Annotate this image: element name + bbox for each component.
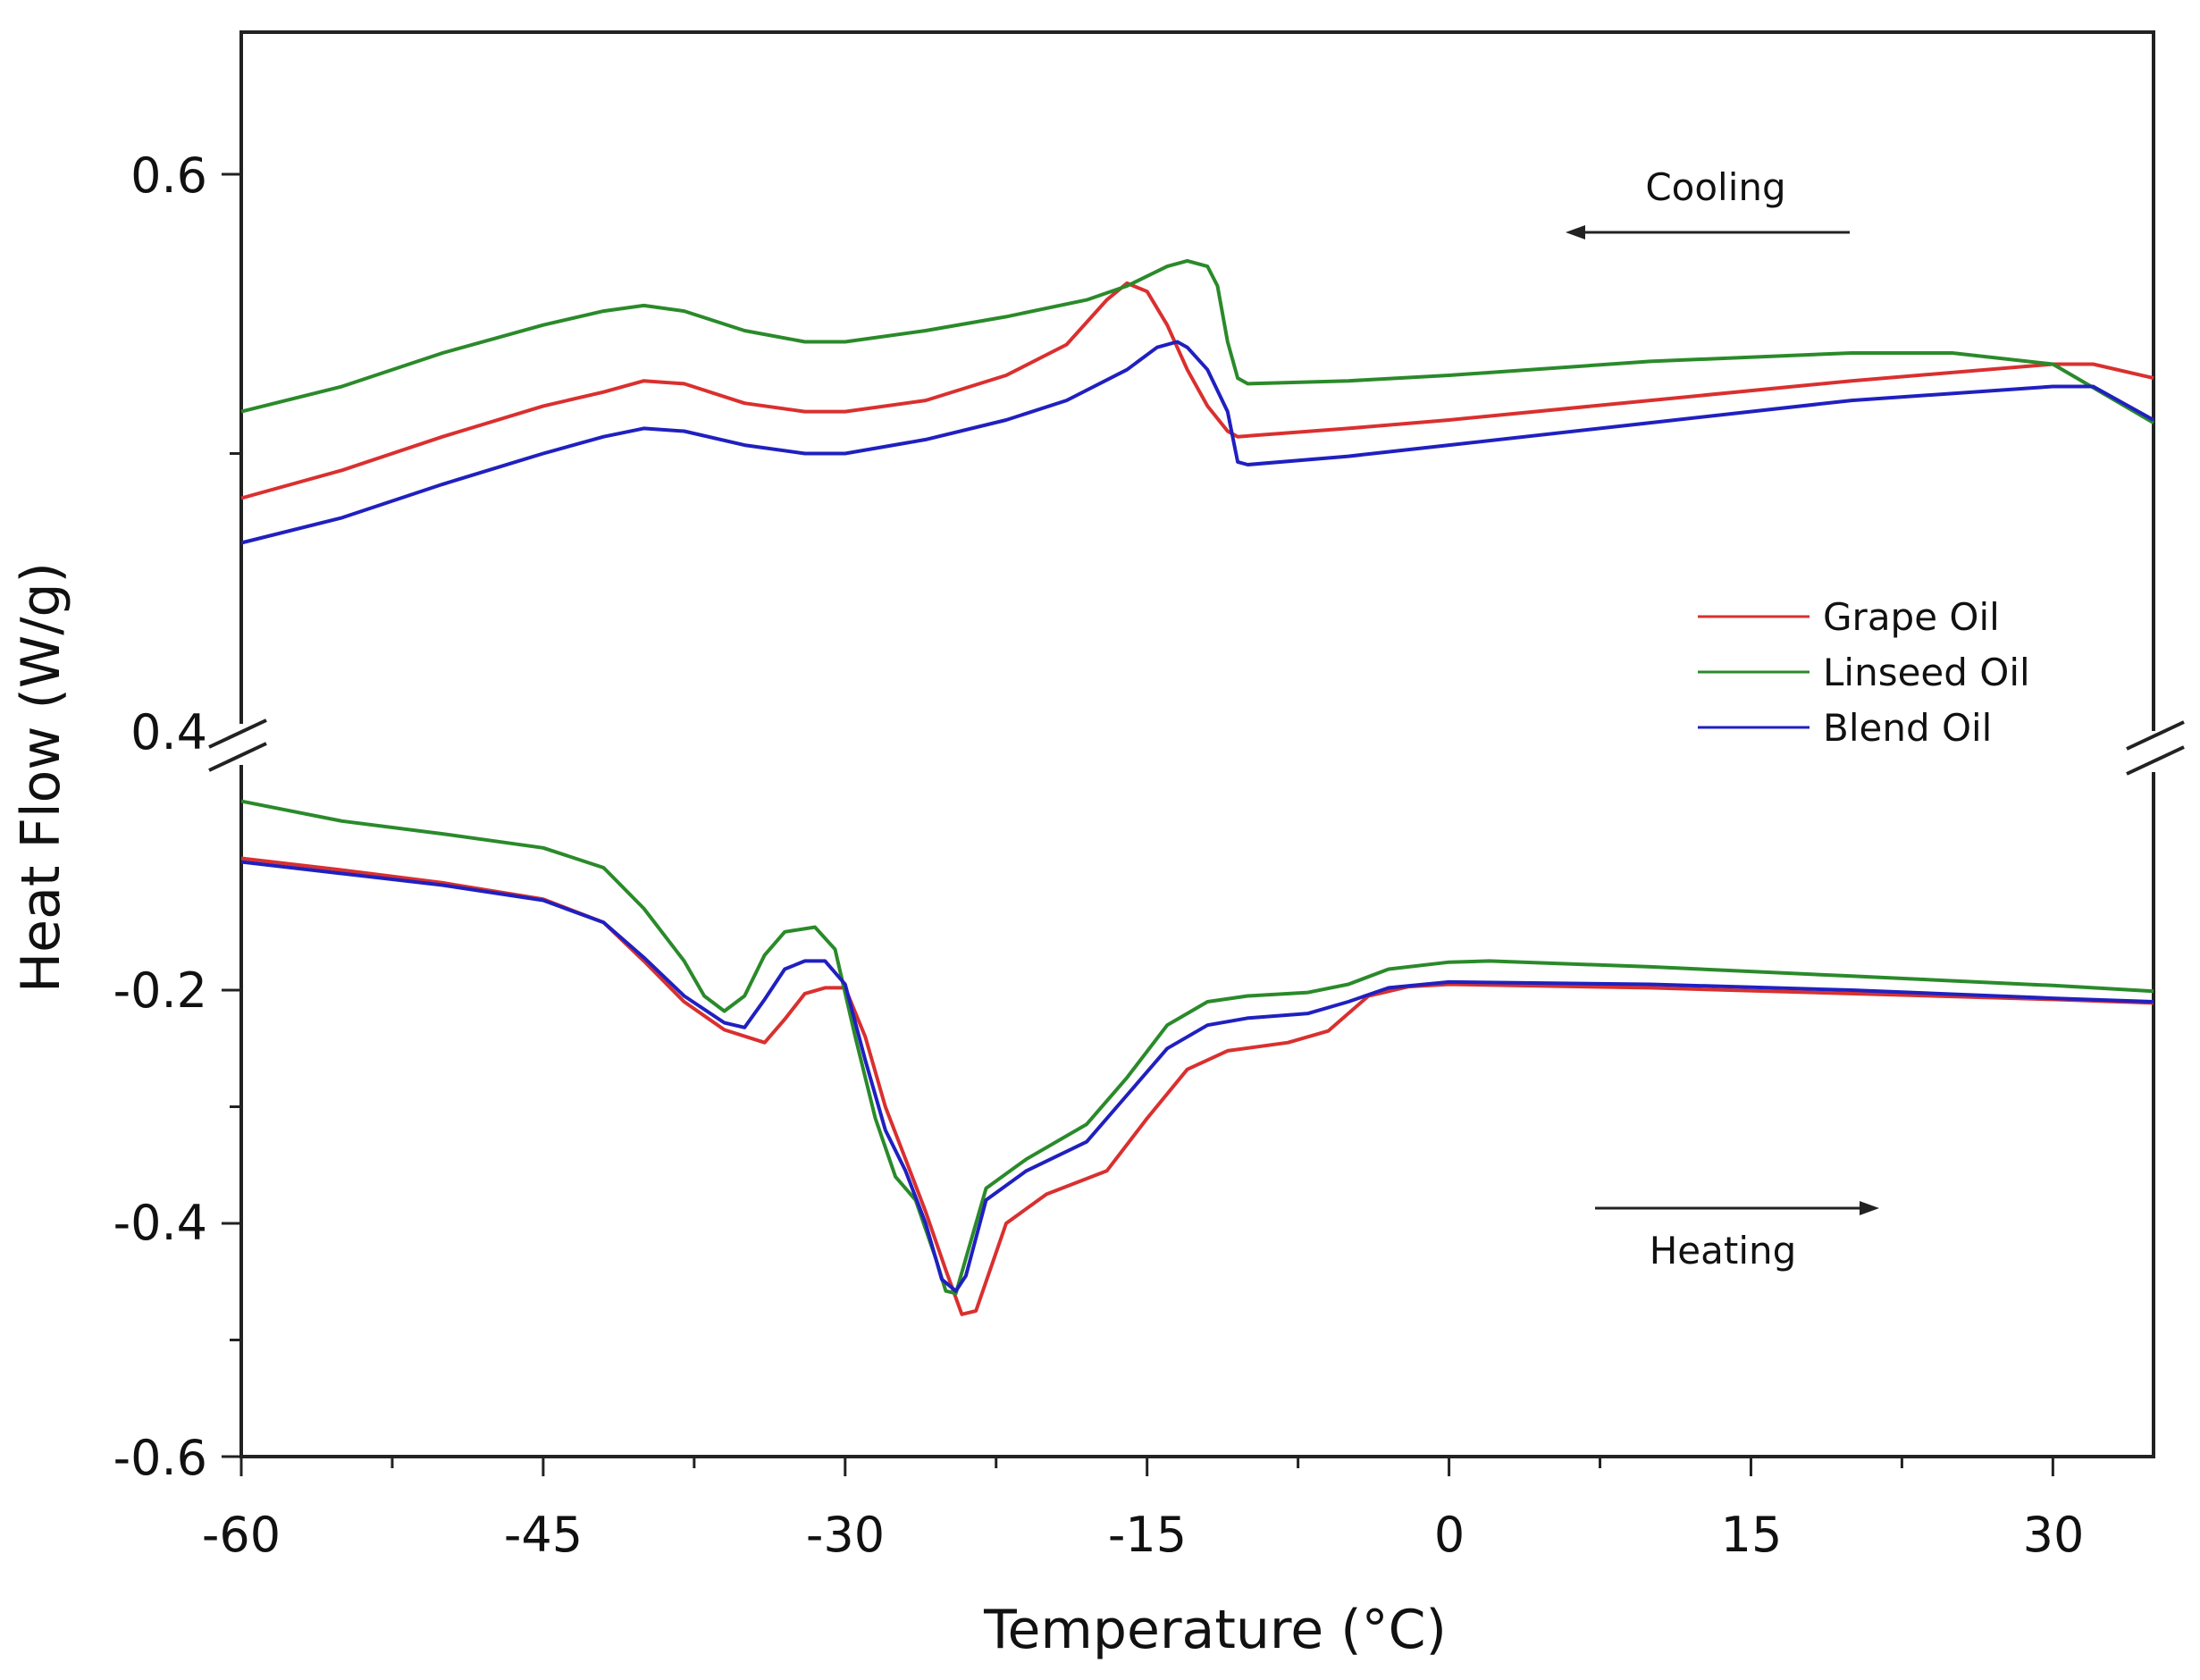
legend-label-linseed-oil: Linseed Oil bbox=[1823, 651, 2030, 694]
legend: Grape Oil Linseed Oil Blend Oil bbox=[1698, 595, 2030, 750]
linseed-oil-cooling-line bbox=[240, 258, 2155, 424]
x-tick-label--60: -60 bbox=[202, 1507, 281, 1563]
x-tick-label-30: 30 bbox=[2023, 1507, 2085, 1563]
heating-arrow bbox=[1595, 1201, 1879, 1215]
linseed-oil-heating-line bbox=[240, 799, 2154, 1296]
grape-oil-cooling-line bbox=[240, 281, 2154, 500]
tick-marks bbox=[222, 172, 2054, 1476]
y-tick-label-0.6: 0.6 bbox=[130, 147, 207, 204]
x-tick-label--30: -30 bbox=[806, 1507, 885, 1563]
y-tick-label-0.4: 0.4 bbox=[130, 704, 207, 760]
y-tick-label--0.4: -0.4 bbox=[113, 1195, 207, 1251]
x-tick-label-15: 15 bbox=[1721, 1507, 1783, 1563]
cooling-arrow bbox=[1566, 225, 1850, 239]
x-axis-title: Temperature (°C) bbox=[983, 1599, 1447, 1661]
legend-label-blend-oil: Blend Oil bbox=[1823, 706, 1992, 750]
x-tick-label--15: -15 bbox=[1108, 1507, 1187, 1563]
blend-oil-cooling-line bbox=[240, 340, 2154, 545]
legend-label-grape-oil: Grape Oil bbox=[1823, 595, 2000, 639]
axis-break-right bbox=[2126, 720, 2185, 776]
heating-label: Heating bbox=[1650, 1229, 1797, 1273]
cooling-label: Cooling bbox=[1645, 165, 1785, 209]
grape-oil-heating-line bbox=[240, 856, 2154, 1316]
axis-break-left bbox=[208, 718, 267, 772]
x-tick-label--45: -45 bbox=[504, 1507, 583, 1563]
blend-oil-heating-line bbox=[240, 860, 2154, 1293]
y-tick-label--0.6: -0.6 bbox=[113, 1430, 207, 1486]
series-lines bbox=[240, 258, 2155, 1316]
y-axis-title: Heat Flow (W/g) bbox=[10, 562, 72, 993]
y-tick-label--0.2: -0.2 bbox=[113, 962, 207, 1019]
x-tick-label-0: 0 bbox=[1434, 1507, 1465, 1563]
